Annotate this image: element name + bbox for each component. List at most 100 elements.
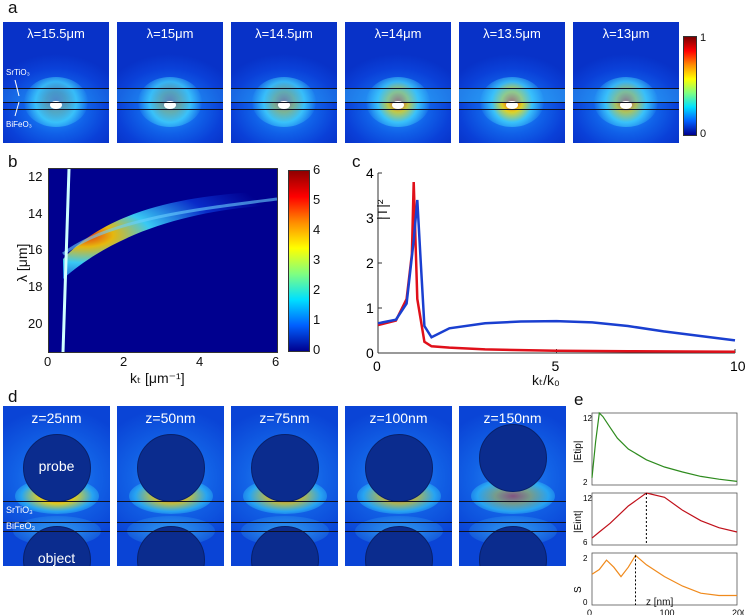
panel-d-tile-title: z=75nm [259, 410, 310, 426]
panel-d-interface-line [345, 501, 452, 502]
panel-a-interface-line [3, 88, 109, 89]
panel-a-source-dot [392, 101, 404, 109]
panel-d-tile-title: z=25nm [31, 410, 82, 426]
panel-a-tile-title: λ=15μm [146, 26, 194, 41]
panel-b-colorbar-tick: 2 [313, 282, 321, 297]
panel-b-colorbar-tick: 3 [313, 252, 321, 267]
panel-a-layer-arrows [14, 79, 20, 117]
panel-a-tile-title: λ=14μm [374, 26, 422, 41]
panel-e-label: e [574, 390, 584, 409]
panel-e-series-line-3 [591, 554, 737, 597]
panel-a-interface-line [345, 88, 451, 89]
panel-e-ylabel: |Eint| [573, 511, 584, 533]
panel-a-interface-line [573, 109, 679, 110]
panel-a-interface-line [459, 102, 565, 103]
panel-d-tile: z=150nm [459, 406, 566, 566]
panel-d-probe-label: probe [38, 458, 75, 474]
panel-a-interface-line [3, 109, 109, 110]
panel-b-y-tick: 20 [28, 315, 43, 331]
panel-a-tile: λ=15μm [117, 22, 223, 143]
panel-d-probe-disk [250, 434, 319, 502]
panel-a-interface-line [117, 109, 223, 110]
panel-a-tile: λ=14.5μm [231, 22, 337, 143]
panel-d-interface-line [117, 531, 224, 532]
panel-c-x-tick: 10 [730, 358, 745, 374]
panel-d-interface-line [345, 522, 452, 523]
panel-a-layer-band [231, 88, 337, 102]
panel-e-subplot-frame [591, 412, 738, 486]
panel-c-ylabel: |T|² [374, 199, 390, 221]
panel-b-colorbar [288, 170, 310, 352]
panel-e-ylabel: |Etip| [573, 441, 584, 463]
panel-d-object-label: object [37, 550, 76, 566]
panel-b-colorbar-tick: 1 [313, 312, 321, 327]
panel-e-x-tick: 100 [660, 608, 675, 615]
panel-b-x-tick: 4 [196, 354, 204, 369]
panel-a-interface-line [3, 102, 109, 103]
panel-c-series-line-2 [377, 199, 736, 342]
panel-e-subplot-frame [591, 552, 738, 606]
panel-e-x-tick: 200 [732, 608, 744, 615]
panel-b-y-tick: 18 [28, 278, 43, 294]
panel-d-layer-label-top: SrTiO₃ [6, 505, 33, 515]
panel-c-series-line-1 [377, 181, 736, 353]
panel-a-colorbar-min: 0 [700, 128, 707, 140]
panel-c-x-tick: 0 [373, 358, 381, 374]
panel-a-tile: λ=13μm [573, 22, 679, 143]
panel-b-y-tick: 16 [28, 242, 43, 258]
panel-b-label: b [8, 152, 18, 171]
panel-a-interface-line [573, 88, 679, 89]
panel-b-y-tick: 12 [28, 169, 43, 185]
panel-b-xlabel: kₜ [μm⁻¹] [130, 370, 185, 386]
panel-d-tile-title: z=100nm [369, 410, 428, 426]
panel-a-interface-line [345, 102, 451, 103]
panel-a-tile: λ=14μm [345, 22, 451, 143]
panel-e-y-tick: 12 [583, 494, 592, 503]
panel-a-interface-line [231, 88, 337, 89]
panel-b-x-tick: 2 [120, 354, 128, 369]
panel-b-colorbar-tick: 6 [313, 162, 321, 177]
panel-d-interface-line [459, 501, 566, 502]
panel-d-layer-label-bottom: BiFeO₃ [6, 521, 36, 531]
panel-c-label: c [352, 152, 361, 171]
panel-a-layer-band [573, 88, 679, 102]
panel-a-interface-line [231, 102, 337, 103]
panel-a-layer-band [117, 88, 223, 102]
panel-e-series-line-2 [591, 492, 738, 539]
panel-a-tile-title: λ=15.5μm [27, 26, 85, 41]
panel-b-colorbar-tick: 5 [313, 192, 321, 207]
panel-d-tile: z=75nm [231, 406, 338, 566]
panel-e-ylabel: S [573, 586, 584, 593]
panel-b-colorbar-tick: 0 [313, 342, 321, 357]
panel-d-tile: z=100nm [345, 406, 452, 566]
panel-a-tile: λ=15.5μm [3, 22, 109, 143]
panel-a-colorbar-max: 1 [700, 32, 707, 44]
panel-d-label: d [8, 387, 18, 406]
panel-d-interface-line [459, 531, 566, 532]
panel-d-interface-line [117, 522, 224, 523]
panel-c-xlabel: kₜ/k₀ [532, 372, 560, 388]
panel-d-interface-line [3, 501, 110, 502]
panel-e-y-tick: 2 [583, 554, 588, 563]
panel-a-source-dot [50, 101, 62, 109]
panel-d-interface-line [345, 531, 452, 532]
panel-a-label: a [8, 0, 18, 17]
panel-b-x-tick: 0 [44, 354, 52, 369]
panel-a-layer-label-top: SrTiO₃ [6, 68, 30, 77]
panel-c-y-tick: 4 [366, 165, 374, 181]
panel-c-x-tick: 5 [552, 358, 560, 374]
panel-c-y-tick: 0 [366, 345, 374, 361]
panel-a-layer-label-bottom: BiFeO₃ [6, 120, 32, 129]
panel-d-interface-line [231, 522, 338, 523]
panel-d-tile: z=50nm [117, 406, 224, 566]
panel-d-interface-line [3, 522, 110, 523]
panel-b-y-tick: 14 [28, 205, 43, 221]
panel-d-tile: z=25nm probe object [3, 406, 110, 566]
panel-a-source-dot [278, 101, 290, 109]
panel-a-source-dot [620, 101, 632, 109]
panel-a-layer-band [345, 88, 451, 102]
panel-d-interface-line [231, 501, 338, 502]
panel-e-y-tick: 2 [583, 478, 588, 487]
panel-c-y-tick: 1 [366, 300, 374, 316]
panel-c-y-tick: 2 [366, 255, 374, 271]
